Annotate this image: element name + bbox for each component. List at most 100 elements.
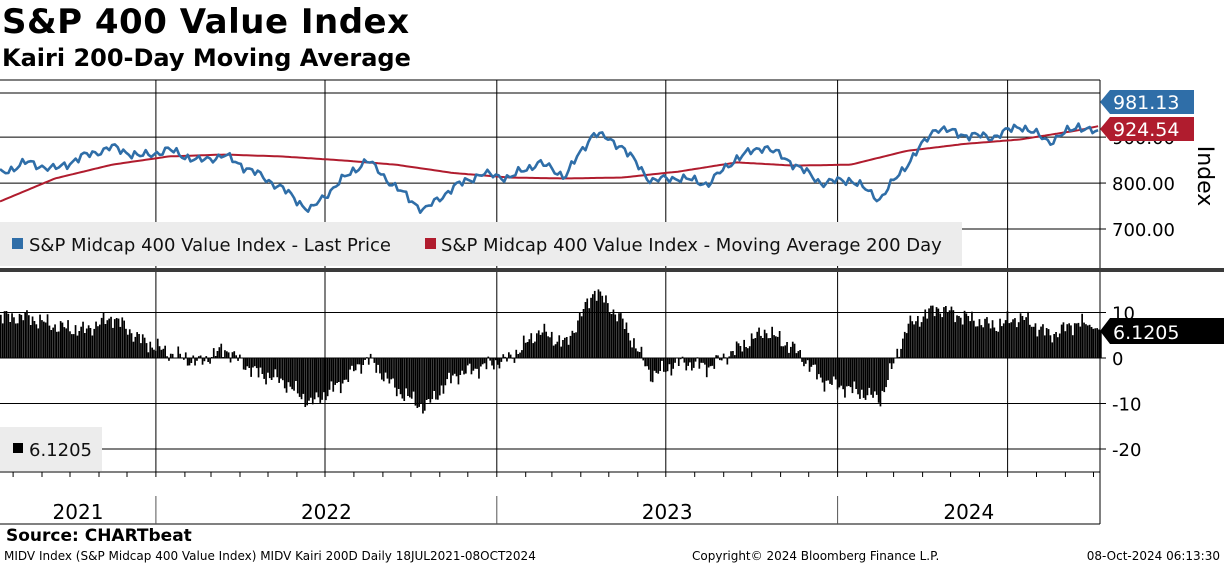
moving-average-tag-bg <box>1100 117 1194 141</box>
kairi-bar <box>595 300 598 358</box>
kairi-bar <box>780 346 783 358</box>
last-value-tags: 981.13 924.54 6.1205 <box>1100 90 1224 344</box>
kairi-bar <box>748 346 751 358</box>
kairi-bar <box>616 321 618 358</box>
kairi-bar <box>351 358 353 366</box>
kairi-bar <box>769 338 772 358</box>
kairi-bar <box>567 344 570 358</box>
kairi-bar <box>584 302 587 358</box>
kairi-bar <box>345 358 348 380</box>
kairi-bar <box>1072 335 1074 358</box>
kairi-bar <box>425 358 428 400</box>
kairi-bar <box>1023 320 1026 358</box>
kairi-bar <box>509 354 512 358</box>
kairi-bar <box>226 351 228 358</box>
kairi-bar <box>683 358 686 363</box>
kairi-bar <box>685 358 688 371</box>
kairi-bar <box>997 331 999 358</box>
kairi-bar <box>719 358 721 361</box>
kairi-bar <box>1090 327 1093 358</box>
kairi-bar <box>87 325 90 358</box>
kairi-bar <box>422 358 424 414</box>
kairi-bar <box>496 358 499 365</box>
kairi-bar <box>332 358 335 392</box>
kairi-bar <box>397 358 400 389</box>
kairi-bar <box>1034 323 1037 358</box>
kairi-bar <box>74 325 77 358</box>
kairi-bar <box>539 334 542 358</box>
kairi-bar <box>179 353 181 358</box>
kairi-bar <box>945 306 947 358</box>
kairi-bar <box>147 352 150 358</box>
kairi-bar <box>1045 328 1048 358</box>
kairi-bar <box>220 343 223 358</box>
kairi-bar <box>196 358 198 361</box>
kairi-bar <box>804 358 807 364</box>
kairi-bar <box>1100 330 1102 358</box>
kairi-bar <box>280 358 282 379</box>
price-lines <box>0 122 1099 214</box>
kairi-bar <box>621 318 624 358</box>
kairi-bar <box>82 321 84 358</box>
y-tick-label-upper: 800.00 <box>1112 174 1175 195</box>
kairi-bar <box>1058 333 1061 358</box>
kairi-bar <box>125 328 127 358</box>
kairi-bar <box>392 358 394 379</box>
kairi-bar <box>549 337 551 358</box>
kairi-bar <box>1062 322 1065 358</box>
kairi-bar <box>373 358 376 363</box>
kairi-bar <box>151 347 153 358</box>
kairi-bar <box>840 358 843 386</box>
kairi-bar <box>750 333 753 358</box>
kairi-bar <box>9 322 11 358</box>
kairi-bar <box>920 322 923 358</box>
kairi-bar <box>648 358 650 370</box>
y-tick-label-lower: -10 <box>1112 395 1141 416</box>
kairi-bar <box>625 322 628 358</box>
kairi-bar <box>246 358 249 367</box>
kairi-bar <box>80 326 82 358</box>
kairi-bar <box>24 312 26 358</box>
x-year-label: 2023 <box>642 500 693 524</box>
kairi-bar <box>870 358 872 395</box>
kairi-bar <box>965 313 968 358</box>
kairi-bar <box>420 358 422 404</box>
kairi-bar <box>3 311 6 358</box>
kairi-bar <box>877 358 880 403</box>
kairi-bar <box>212 348 215 358</box>
kairi-bar <box>171 353 174 358</box>
kairi-bar <box>588 308 590 358</box>
kairi-bar <box>627 332 630 358</box>
kairi-bar <box>513 358 516 363</box>
kairi-bar <box>1070 325 1072 358</box>
kairi-bar <box>773 335 775 358</box>
kairi-bar <box>283 358 286 389</box>
kairi-bar <box>558 335 561 358</box>
kairi-bar <box>969 321 971 358</box>
kairi-bar <box>922 316 925 358</box>
footer-copyright: Copyright© 2024 Bloomberg Finance L.P. <box>692 549 940 563</box>
kairi-bar <box>300 358 303 400</box>
kairi-bar <box>476 358 478 369</box>
kairi-bar <box>741 351 744 358</box>
kairi-bar <box>603 302 605 358</box>
kairi-bar <box>655 358 658 373</box>
kairi-bar <box>113 319 116 358</box>
kairi-bar <box>1086 325 1089 358</box>
kairi-bar <box>875 358 878 395</box>
kairi-bar <box>1044 335 1046 358</box>
kairi-bar <box>967 316 970 358</box>
kairi-bar <box>401 358 404 399</box>
legend-label-ma: S&P Midcap 400 Value Index - Moving Aver… <box>441 235 942 256</box>
kairi-bar <box>298 358 301 397</box>
panel-divider <box>0 268 1224 272</box>
kairi-bar <box>636 351 639 358</box>
kairi-bar <box>635 348 637 358</box>
kairi-bar <box>819 358 822 378</box>
kairi-bar <box>91 335 94 358</box>
kairi-bar <box>453 358 456 374</box>
kairi-bar <box>470 358 473 375</box>
kairi-bar <box>369 353 372 358</box>
kairi-bar <box>160 349 163 358</box>
kairi-bar <box>995 331 998 358</box>
